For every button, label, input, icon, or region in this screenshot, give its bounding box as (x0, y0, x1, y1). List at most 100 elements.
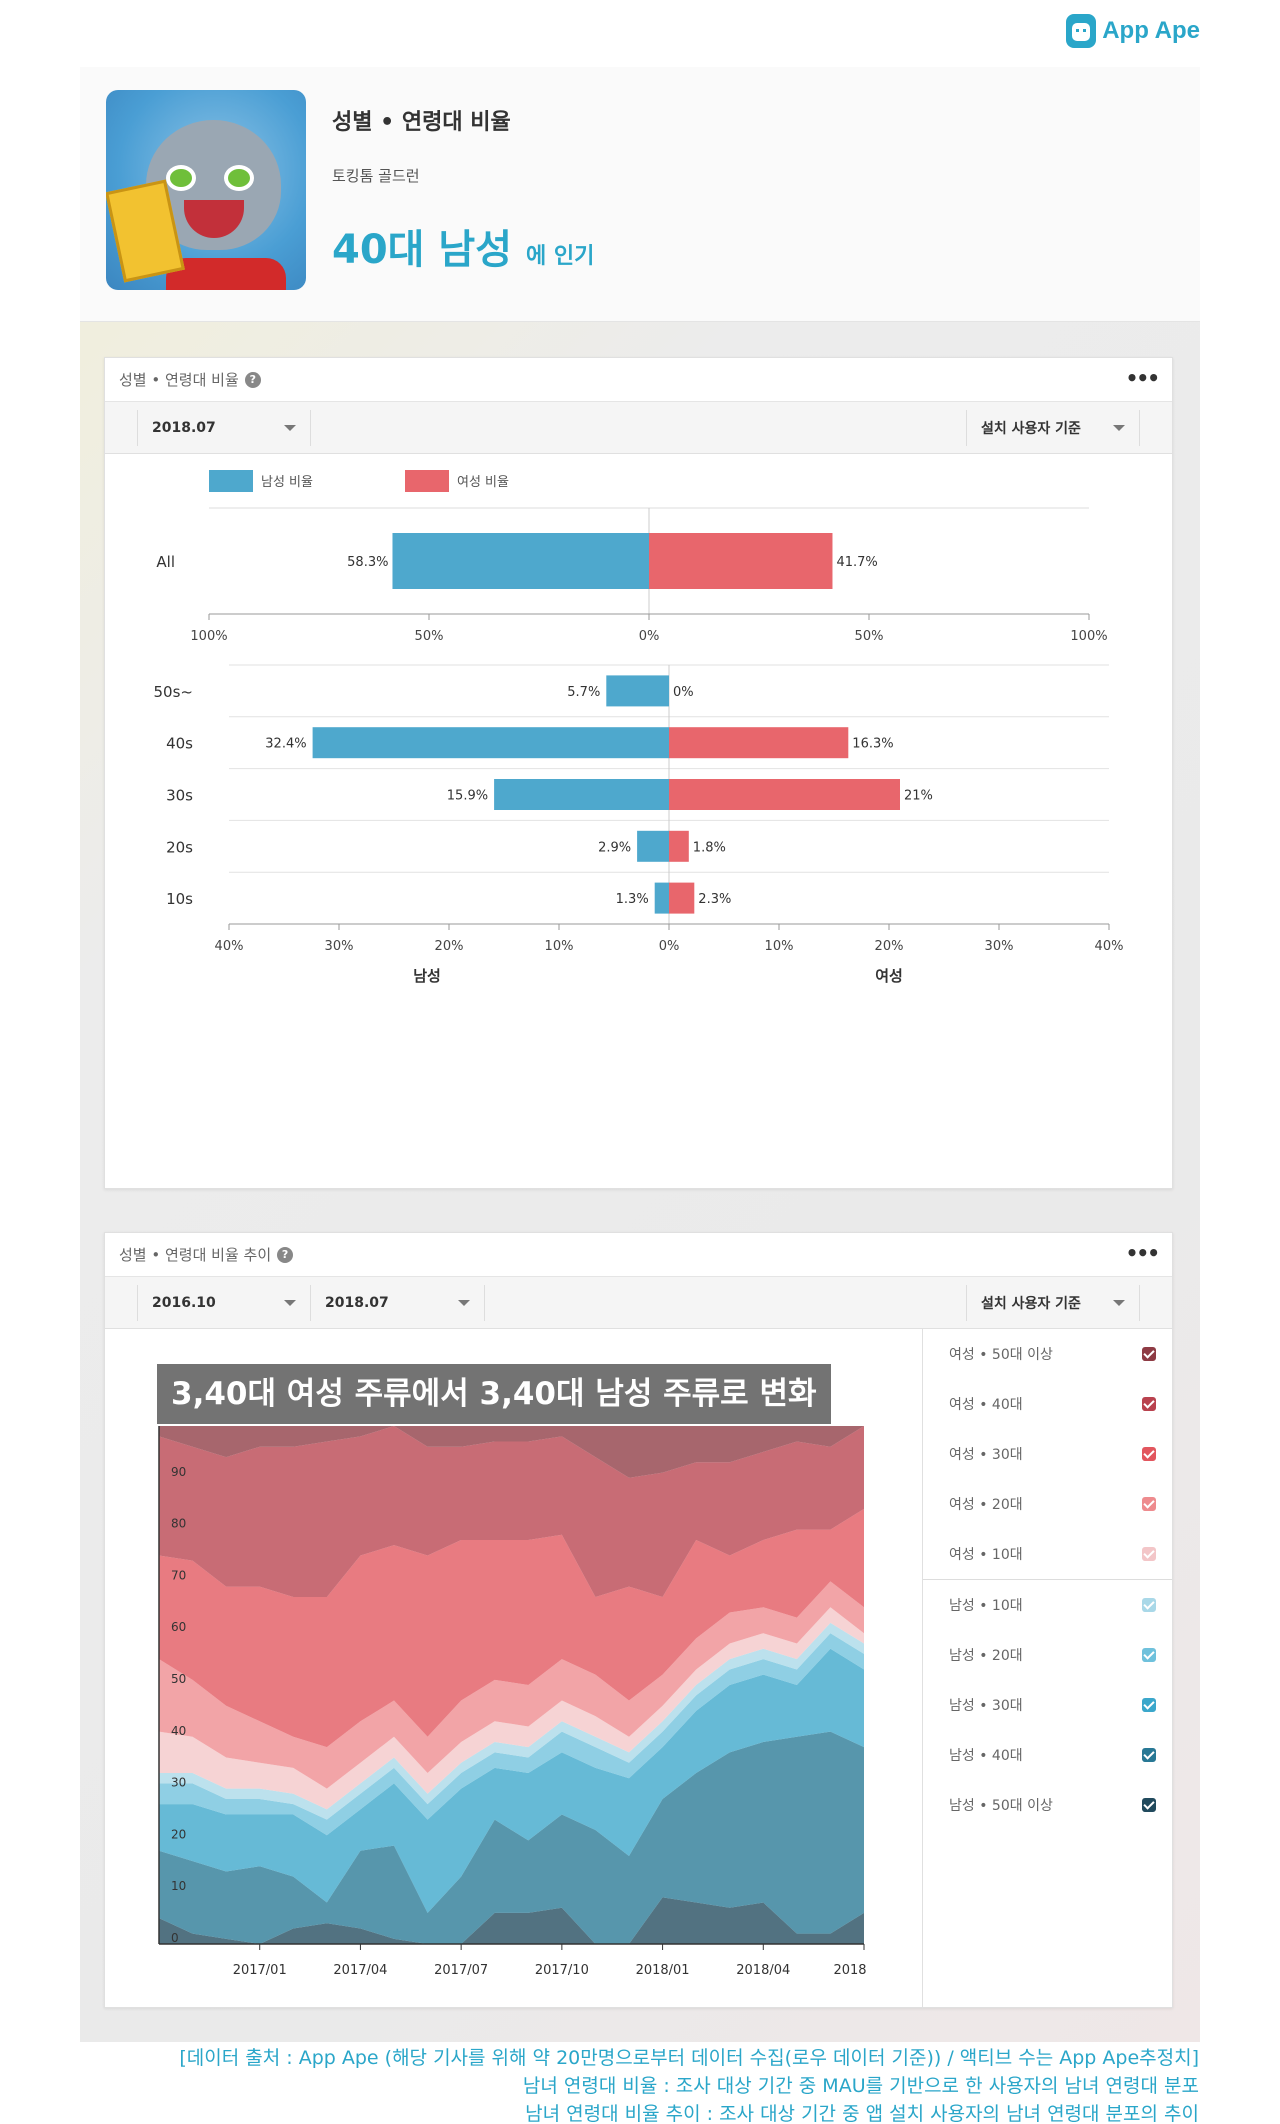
x-tick-label: 50% (855, 629, 884, 644)
help-icon[interactable]: ? (244, 371, 261, 388)
popular-segment-value: 40대 남성 (332, 227, 512, 273)
data-label: 5.7% (567, 685, 600, 700)
cat-eye-shape (166, 165, 196, 191)
trend-chart: 0 10 20 30 40 50 60 70 80 90 2017/01 2017/04 2017/07… (158, 1426, 867, 1978)
app-ape-logo: App Ape (1066, 14, 1200, 48)
help-icon[interactable]: ? (277, 1246, 294, 1263)
y-tick-label: 0 (171, 1931, 179, 1945)
x-tick-label: 2017/07 (434, 1963, 488, 1978)
trend-filter-bar: 2016.10 2018.07 설치 사용자 기준 (105, 1277, 1172, 1329)
checkbox-icon[interactable] (1142, 1748, 1156, 1762)
end-date-value: 2018.07 (325, 1294, 389, 1311)
x-tick-label: 2017/01 (233, 1963, 287, 1978)
app-summary-card: 성별 • 연령대 비율 토킹톰 골드런 40대 남성 에 인기 (80, 67, 1200, 322)
trend-panel: 성별 • 연령대 비율 추이 ? ••• 2016.10 2018.07 설치 … (104, 1232, 1173, 2009)
data-label: 15.9% (447, 789, 488, 804)
start-date-value: 2016.10 (152, 1294, 216, 1311)
start-date-select[interactable]: 2016.10 (137, 1284, 311, 1321)
checkbox-icon[interactable] (1142, 1497, 1156, 1511)
checkbox-icon[interactable] (1142, 1347, 1156, 1361)
checkbox-icon[interactable] (1142, 1447, 1156, 1461)
data-label: 21% (904, 789, 933, 804)
x-tick-label: 40% (215, 939, 244, 954)
x-tick-label: 0% (659, 939, 680, 954)
app-name: 토킹톰 골드런 (332, 167, 420, 185)
app-icon (106, 90, 306, 290)
more-options-icon[interactable]: ••• (1125, 366, 1160, 390)
y-tick-label: 50 (171, 1672, 186, 1686)
x-tick-label: 10% (765, 939, 794, 954)
ape-face-icon (1066, 14, 1097, 48)
date-select[interactable]: 2018.07 (137, 409, 311, 446)
logo-text: App Ape (1102, 17, 1200, 44)
x-tick-label: 10% (545, 939, 574, 954)
legend-swatch-male (209, 470, 253, 492)
series-toggle[interactable]: 여성 • 20대 (923, 1479, 1172, 1529)
series-toggle[interactable]: 남성 • 40대 (923, 1730, 1172, 1780)
basis-select[interactable]: 설치 사용자 기준 (966, 1284, 1140, 1321)
cat-mouth-shape (184, 200, 244, 238)
y-tick-label: 40 (171, 1724, 186, 1738)
category-label: 10s (166, 890, 193, 908)
y-tick-label: 20 (171, 1827, 186, 1841)
y-tick-label: 30 (171, 1776, 186, 1790)
checkbox-icon[interactable] (1142, 1698, 1156, 1712)
series-toggle[interactable]: 남성 • 50대 이상 (923, 1780, 1172, 1830)
checkbox-icon[interactable] (1142, 1547, 1156, 1561)
area-series (159, 1426, 864, 1478)
bar-male-all (392, 533, 649, 589)
area-series (159, 1426, 864, 1597)
data-label: 32.4% (265, 737, 306, 752)
basis-select[interactable]: 설치 사용자 기준 (966, 409, 1140, 446)
area-series (159, 1508, 864, 1748)
category-label: 20s (166, 838, 193, 856)
area-series (159, 1648, 864, 1913)
summary-title: 성별 • 연령대 비율 (332, 110, 511, 135)
series-toggle-label: 여성 • 10대 (949, 1547, 1023, 1563)
series-toggle-label: 여성 • 40대 (949, 1397, 1023, 1413)
series-toggle[interactable]: 남성 • 30대 (923, 1680, 1172, 1730)
x-tick-label: 0% (639, 629, 660, 644)
bar-male (637, 830, 669, 862)
area-series (159, 1897, 864, 1944)
series-toggle-label: 남성 • 30대 (949, 1698, 1023, 1714)
data-label: 16.3% (852, 737, 893, 752)
bar-female (669, 727, 849, 759)
category-label: 50s~ (154, 683, 193, 701)
x-tick-label: 20% (875, 939, 904, 954)
x-tick-label: 20% (435, 939, 464, 954)
series-toggle[interactable]: 여성 • 10대 (923, 1529, 1172, 1579)
series-toggle-label: 여성 • 30대 (949, 1447, 1023, 1463)
area-series (159, 1731, 864, 1944)
data-label: 1.8% (693, 840, 726, 855)
data-label: 2.3% (698, 892, 731, 907)
checkbox-icon[interactable] (1142, 1798, 1156, 1812)
bar-female (669, 830, 689, 862)
checkbox-icon[interactable] (1142, 1648, 1156, 1662)
series-toggle[interactable]: 여성 • 50대 이상 (923, 1329, 1172, 1379)
x-tick-label: 50% (415, 629, 444, 644)
legend-swatch-female (405, 470, 449, 492)
checkbox-icon[interactable] (1142, 1598, 1156, 1612)
x-axis-title-female: 여성 (875, 967, 903, 985)
x-tick-label: 2018/04 (736, 1963, 790, 1978)
legend-label-male: 남성 비율 (261, 475, 313, 490)
data-label: 2.9% (598, 840, 631, 855)
series-toggle[interactable]: 여성 • 30대 (923, 1429, 1172, 1479)
ratio-panel-title: 성별 • 연령대 비율 (119, 371, 239, 389)
series-toggle-label: 남성 • 50대 이상 (949, 1798, 1053, 1814)
series-toggle[interactable]: 남성 • 20대 (923, 1630, 1172, 1680)
x-tick-label: 2017/04 (333, 1963, 387, 1978)
end-date-select[interactable]: 2018.07 (311, 1284, 485, 1321)
chevron-down-icon (1113, 424, 1125, 431)
more-options-icon[interactable]: ••• (1125, 1241, 1160, 1265)
chart-caption: 3,40대 여성 주류에서 3,40대 남성 주류로 변화 (157, 1364, 831, 1424)
checkbox-icon[interactable] (1142, 1397, 1156, 1411)
y-tick-label: 90 (171, 1465, 186, 1479)
data-label: 58.3% (347, 555, 388, 570)
series-toggle[interactable]: 여성 • 40대 (923, 1379, 1172, 1429)
bar-male (606, 675, 669, 707)
series-toggle[interactable]: 남성 • 10대 (923, 1580, 1172, 1630)
x-tick-label: 2018/01 (636, 1963, 690, 1978)
